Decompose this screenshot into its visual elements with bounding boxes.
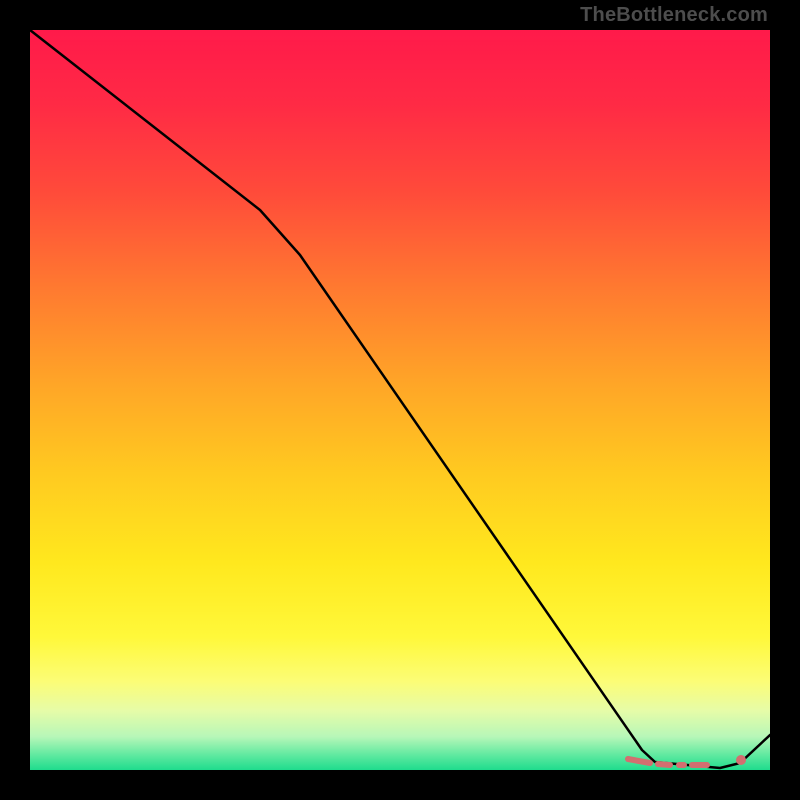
marker-dot	[736, 755, 746, 765]
marker-dash	[658, 764, 670, 765]
plot-area	[30, 30, 770, 770]
marker-dash	[628, 759, 650, 763]
watermark-text: TheBottleneck.com	[580, 4, 768, 27]
chart-overlay	[30, 30, 770, 770]
